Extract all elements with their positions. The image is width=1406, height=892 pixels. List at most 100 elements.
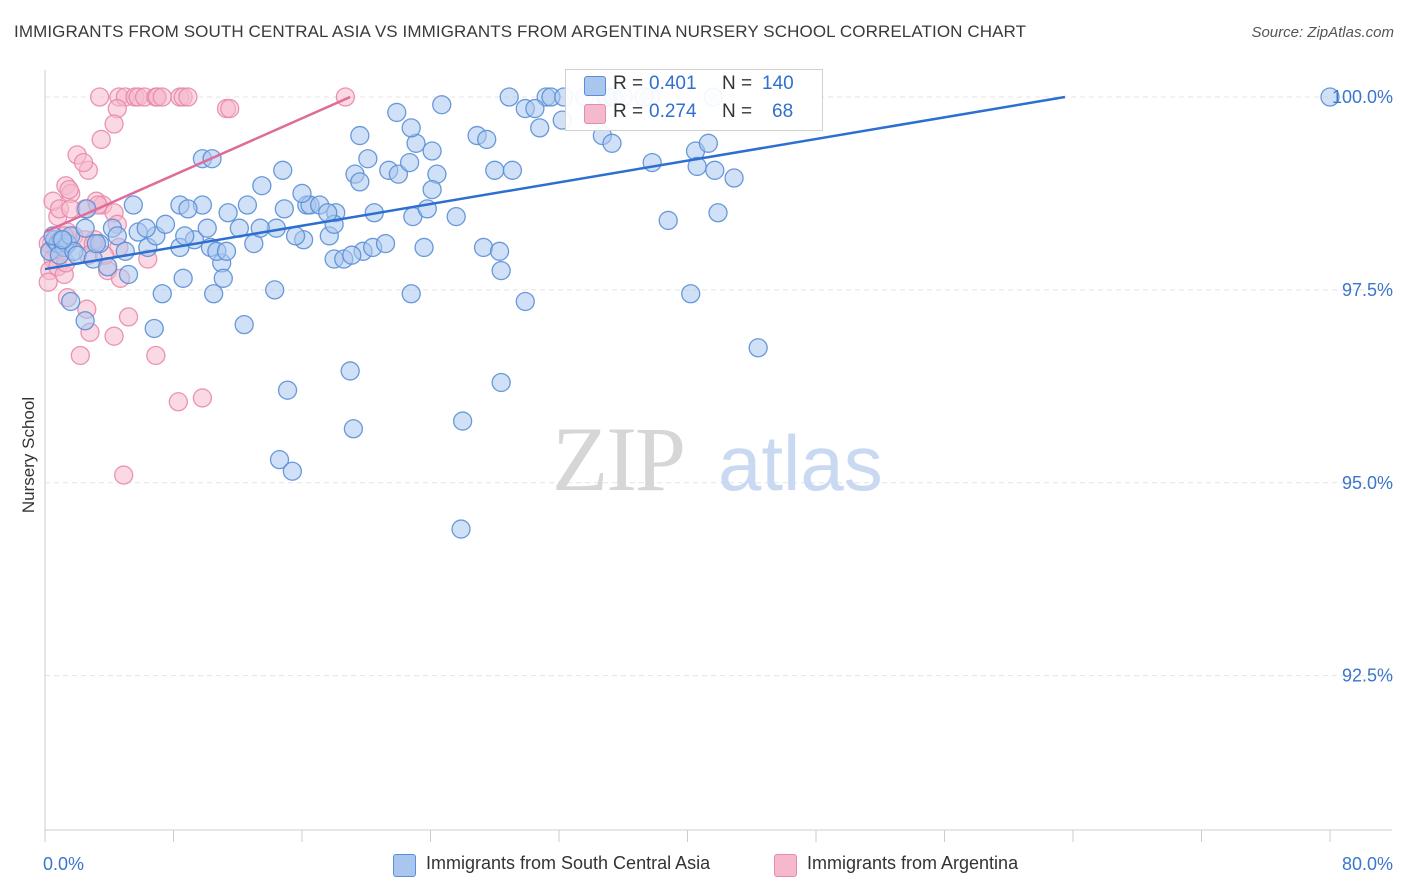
south-central-asia-point bbox=[698, 133, 719, 153]
argentina-point bbox=[89, 87, 110, 107]
south-central-asia-point bbox=[136, 218, 156, 238]
south-central-asia-point bbox=[422, 179, 442, 200]
y-tick-label: 95.0% bbox=[1342, 473, 1393, 493]
south-central-asia-point bbox=[401, 284, 421, 304]
south-central-asia-point bbox=[342, 245, 362, 265]
south-central-asia-point bbox=[422, 141, 442, 161]
south-central-asia-point bbox=[530, 118, 550, 138]
r-label: R = bbox=[613, 101, 644, 122]
argentina-point bbox=[61, 199, 81, 219]
south-central-asia-point bbox=[388, 164, 409, 184]
legend-label: Immigrants from South Central Asia bbox=[426, 853, 711, 873]
argentina-point bbox=[104, 326, 124, 346]
south-central-asia-point bbox=[451, 519, 471, 539]
south-central-asia-point bbox=[273, 160, 293, 180]
south-central-asia-point bbox=[285, 226, 306, 246]
y-tick-label: 92.5% bbox=[1342, 666, 1393, 686]
argentina-point bbox=[168, 392, 188, 412]
south-central-asia-point bbox=[53, 230, 73, 250]
south-central-asia-point bbox=[318, 203, 338, 223]
south-central-asia-point bbox=[350, 125, 370, 146]
south-central-asia-point bbox=[269, 449, 290, 470]
argentina-point bbox=[192, 388, 213, 408]
south-central-asia-point bbox=[724, 168, 744, 188]
watermark-zip: ZIP bbox=[552, 408, 684, 510]
stats-row-south-central-asia: R = 0.401 N = 140 bbox=[566, 73, 822, 99]
y-tick-label: 97.5% bbox=[1342, 280, 1393, 300]
south-central-asia-point bbox=[658, 210, 678, 231]
y-axis-label: Nursery School bbox=[19, 397, 38, 513]
south-central-asia-point bbox=[152, 284, 172, 304]
south-central-asia-point bbox=[473, 237, 494, 258]
south-central-asia-point bbox=[375, 233, 396, 254]
south-central-asia-point bbox=[452, 411, 473, 431]
south-central-asia-point bbox=[350, 172, 370, 192]
n-value: 140 bbox=[762, 73, 794, 94]
south-central-asia-point bbox=[340, 361, 360, 381]
south-central-asia-point bbox=[265, 280, 285, 300]
argentina-point bbox=[152, 87, 172, 107]
south-central-asia-point bbox=[708, 203, 728, 223]
south-central-asia-point bbox=[123, 195, 143, 215]
south-central-asia-point bbox=[358, 149, 378, 169]
south-central-asia-point bbox=[197, 218, 217, 238]
south-central-asia-point bbox=[414, 237, 434, 258]
x-tick-label-min: 0.0% bbox=[43, 854, 84, 874]
south-central-asia-point bbox=[107, 226, 127, 246]
source-label: Source: ZipAtlas.com bbox=[1251, 24, 1394, 41]
south-central-asia-point bbox=[144, 318, 164, 339]
south-central-asia-point bbox=[86, 233, 107, 254]
argentina-point bbox=[335, 87, 356, 107]
trend-lines bbox=[44, 95, 1066, 271]
south-central-asia-point bbox=[274, 199, 294, 219]
r-value: 0.401 bbox=[649, 73, 697, 94]
series-legend: Immigrants from South Central Asia Immig… bbox=[0, 852, 1406, 880]
south-central-asia-point bbox=[705, 160, 725, 180]
argentina-point bbox=[118, 307, 139, 327]
r-label: R = bbox=[613, 73, 644, 94]
south-central-asia-point bbox=[292, 183, 312, 204]
r-value: 0.274 bbox=[649, 101, 697, 122]
south-central-asia-point bbox=[237, 195, 258, 215]
argentina-point bbox=[114, 465, 134, 485]
stats-row-argentina: R = 0.274 N = 68 bbox=[566, 101, 822, 127]
n-label: N = bbox=[722, 101, 753, 122]
south-central-asia-point bbox=[282, 461, 303, 481]
south-central-asia-point bbox=[218, 203, 238, 223]
n-value: 68 bbox=[772, 101, 794, 122]
blue-swatch bbox=[393, 854, 416, 877]
south-central-asia-point bbox=[515, 291, 535, 312]
south-central-asia-point bbox=[75, 311, 95, 331]
south-central-asia-point bbox=[61, 291, 81, 312]
blue-swatch bbox=[584, 76, 606, 96]
gridlines bbox=[45, 96, 1392, 677]
axis-labels: 92.5% 95.0% 97.5% 100.0% 0.0% 80.0% Nursery Sc… bbox=[19, 87, 1393, 874]
south-central-asia-point bbox=[75, 218, 95, 238]
south-central-asia-point bbox=[155, 214, 176, 234]
south-central-asia-point bbox=[681, 284, 701, 304]
south-central-asia-point bbox=[748, 338, 768, 358]
argentina-point bbox=[178, 87, 198, 107]
argentina-point bbox=[59, 179, 79, 200]
south-central-asia-point bbox=[175, 226, 195, 246]
south-central-asia-point bbox=[178, 199, 198, 219]
south-central-asia-point bbox=[234, 314, 254, 335]
south-central-asia-point bbox=[343, 419, 364, 439]
argentina-point bbox=[220, 98, 240, 119]
trend-line-south-central-asia bbox=[44, 95, 1066, 271]
argentina-point bbox=[73, 152, 94, 173]
south-central-asia-point bbox=[477, 129, 497, 150]
pink-swatch bbox=[584, 104, 606, 124]
x-tick-label-max: 80.0% bbox=[1342, 854, 1393, 874]
stats-legend: R = 0.401 N = 140 R = 0.274 N = 68 bbox=[565, 69, 823, 131]
south-central-asia-point bbox=[204, 284, 224, 304]
south-central-asia-point bbox=[118, 264, 139, 285]
trend-line-argentina bbox=[44, 95, 351, 234]
south-central-asia-point bbox=[387, 102, 407, 123]
south-central-asia-point bbox=[502, 160, 523, 180]
n-label: N = bbox=[722, 73, 753, 94]
south-central-asia-point bbox=[499, 87, 519, 107]
legend-label: Immigrants from Argentina bbox=[807, 853, 1019, 873]
south-central-asia-point bbox=[602, 133, 622, 153]
